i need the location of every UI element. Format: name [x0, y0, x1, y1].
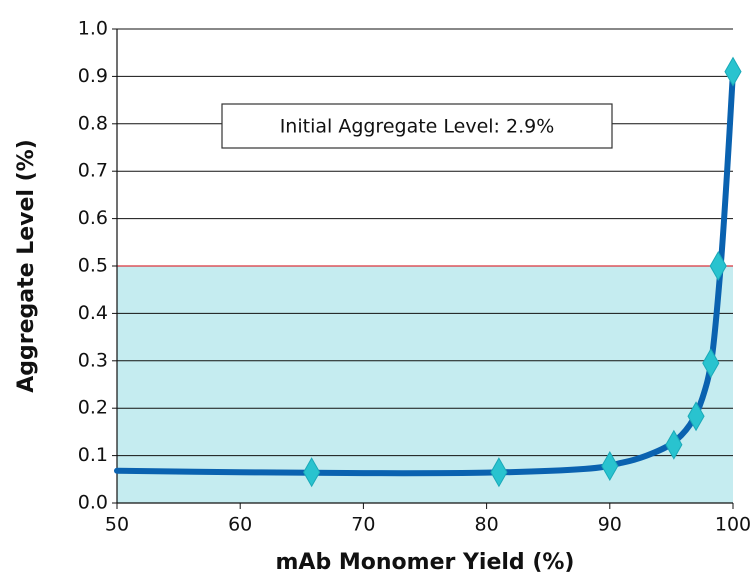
y-axis-title: Aggregate Level (%)	[14, 139, 39, 393]
x-tick-label: 90	[598, 514, 622, 536]
y-tick-label: 0.3	[78, 349, 108, 371]
x-tick-label: 50	[105, 514, 129, 536]
x-axis-title: mAb Monomer Yield (%)	[276, 550, 575, 575]
data-point	[665, 429, 683, 460]
data-point	[702, 348, 720, 379]
y-tick-label: 0.2	[78, 397, 108, 419]
annotation: Initial Aggregate Level: 2.9%	[280, 116, 555, 138]
data-point	[709, 250, 727, 282]
data-point	[601, 451, 619, 482]
annotation-box	[221, 103, 613, 149]
x-tick-label: 80	[475, 514, 499, 536]
x-tick-label: 100	[715, 514, 751, 536]
data-point	[724, 56, 742, 87]
y-tick-label: 0.7	[78, 160, 108, 182]
y-tick-label: 0.9	[78, 65, 108, 87]
x-tick-label: 60	[228, 514, 252, 536]
y-tick-label: 0.8	[78, 112, 108, 134]
y-tick-label: 0.5	[78, 255, 108, 277]
y-tick-label: 0.1	[78, 444, 108, 466]
y-tick-label: 0.6	[78, 207, 108, 229]
y-tick-label: 0.4	[78, 302, 108, 324]
data-point	[687, 401, 705, 432]
y-tick-label: 0.0	[78, 492, 108, 514]
data-point	[303, 457, 321, 488]
data-point	[490, 457, 508, 488]
y-tick-label: 1.0	[78, 18, 108, 40]
shaded-region	[117, 266, 733, 503]
x-tick-label: 70	[351, 514, 375, 536]
